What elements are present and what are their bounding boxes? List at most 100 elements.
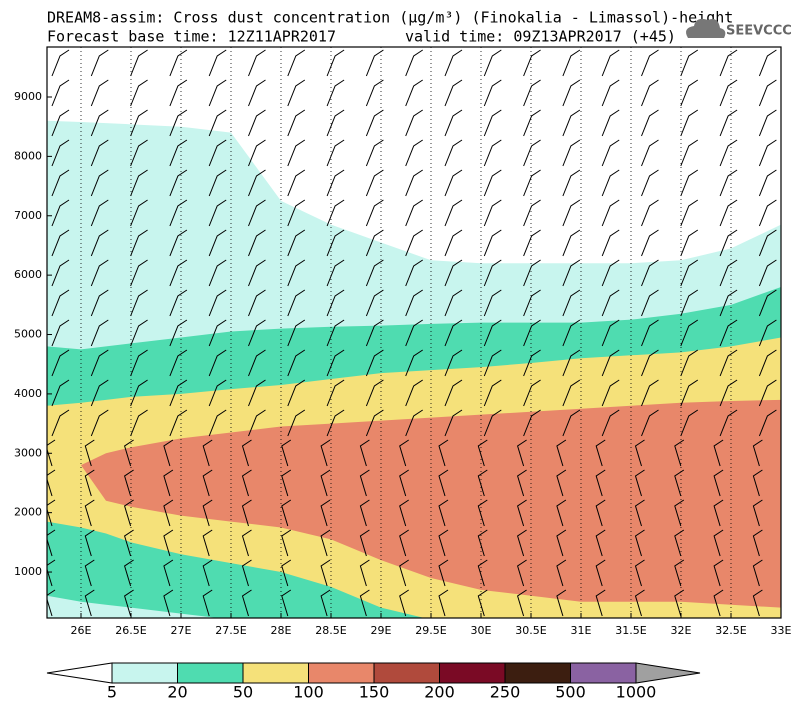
wind-barb bbox=[523, 49, 541, 77]
wind-barb bbox=[680, 229, 699, 257]
colorbar-label: 20 bbox=[167, 683, 187, 702]
wind-barb bbox=[523, 409, 541, 437]
wind-barb bbox=[634, 559, 645, 587]
wind-barb bbox=[47, 439, 56, 467]
x-tick-label: 32E bbox=[671, 624, 692, 637]
x-tick-label: 31.5E bbox=[615, 624, 646, 637]
wind-barb bbox=[752, 559, 763, 587]
overlay: 26E 26.5E 27E 27.5E 28E 28.5E 29E 29.5E 30E 30.5E… bbox=[14, 47, 792, 637]
wind-barb bbox=[169, 229, 188, 257]
wind-barb bbox=[483, 139, 502, 167]
wind-barb bbox=[517, 439, 527, 467]
wind-barb bbox=[758, 109, 777, 137]
wind-barb bbox=[641, 289, 659, 317]
wind-barb bbox=[562, 349, 581, 377]
wind-barb bbox=[444, 349, 463, 377]
wind-barb bbox=[523, 289, 541, 317]
x-tick-label: 29E bbox=[371, 624, 392, 637]
y-tick-label: 8000 bbox=[14, 149, 42, 162]
wind-barb bbox=[719, 409, 738, 437]
wind-barb bbox=[287, 319, 306, 347]
wind-barb bbox=[51, 139, 70, 167]
logo-text: SEEVCCC bbox=[726, 24, 792, 39]
wind-barb bbox=[562, 409, 581, 437]
wind-barb bbox=[680, 49, 699, 77]
wind-barb bbox=[248, 289, 266, 317]
wind-barb bbox=[287, 259, 306, 287]
wind-barb bbox=[365, 139, 384, 167]
wind-barb bbox=[84, 439, 95, 467]
wind-barb bbox=[444, 199, 463, 227]
wind-barb bbox=[444, 79, 463, 107]
wind-barb bbox=[124, 499, 134, 527]
wind-barb bbox=[680, 319, 699, 347]
wind-barb bbox=[399, 439, 409, 467]
wind-barb bbox=[477, 499, 488, 527]
wind-barb bbox=[752, 589, 763, 617]
wind-barb bbox=[51, 49, 70, 77]
colorbar-swatch bbox=[373, 662, 440, 684]
wind-barb bbox=[438, 559, 449, 587]
wind-barb bbox=[163, 439, 174, 467]
wind-barb bbox=[326, 49, 345, 77]
wind-barb bbox=[90, 259, 109, 287]
wind-barb bbox=[365, 229, 384, 257]
wind-barb bbox=[758, 139, 777, 167]
wind-barb bbox=[483, 109, 502, 137]
wind-barb bbox=[641, 49, 659, 77]
wind-barb bbox=[163, 469, 174, 497]
wind-barb bbox=[130, 199, 148, 227]
wind-barb bbox=[365, 79, 384, 107]
colorbar-swatch bbox=[504, 662, 571, 684]
wind-barb bbox=[483, 49, 502, 77]
wind-barb bbox=[523, 229, 541, 257]
wind-barb bbox=[405, 319, 423, 347]
wind-barb bbox=[365, 259, 384, 287]
wind-barb bbox=[601, 49, 620, 77]
wind-barb bbox=[326, 409, 345, 437]
wind-barb bbox=[680, 259, 699, 287]
wind-barb bbox=[444, 319, 463, 347]
wind-barb bbox=[51, 259, 70, 287]
wind-barb bbox=[47, 469, 56, 497]
wind-barb bbox=[477, 559, 488, 587]
wind-barb bbox=[90, 229, 109, 257]
wind-barb bbox=[483, 259, 502, 287]
wind-barb bbox=[169, 349, 188, 377]
wind-barb bbox=[562, 319, 581, 347]
wind-barb bbox=[444, 169, 463, 197]
wind-barb bbox=[51, 409, 70, 437]
wind-barb bbox=[562, 379, 581, 407]
wind-barb bbox=[601, 409, 620, 437]
wind-barb bbox=[208, 139, 227, 167]
wind-barb bbox=[680, 199, 699, 227]
wind-barb bbox=[601, 139, 620, 167]
colorbar-over bbox=[635, 662, 701, 684]
colorbar-label: 5 bbox=[107, 683, 117, 702]
wind-barb bbox=[51, 79, 70, 107]
wind-barb bbox=[359, 559, 370, 587]
wind-barb bbox=[438, 589, 449, 617]
y-tick-label: 9000 bbox=[14, 90, 42, 103]
wind-barb bbox=[208, 409, 227, 437]
wind-barb bbox=[523, 379, 541, 407]
chart-subtitle: Forecast base time: 12Z11APR2017 bbox=[47, 28, 336, 46]
wind-barb bbox=[595, 529, 606, 557]
wind-barb bbox=[359, 589, 370, 617]
wind-barb bbox=[281, 559, 292, 587]
wind-barb bbox=[719, 169, 738, 197]
wind-barb bbox=[719, 289, 738, 317]
wind-barb bbox=[320, 589, 331, 617]
wind-barb bbox=[601, 259, 620, 287]
wind-barb bbox=[90, 169, 109, 197]
wind-barb bbox=[124, 559, 134, 587]
wind-barb bbox=[287, 409, 306, 437]
wind-barb bbox=[281, 529, 292, 557]
wind-barb bbox=[752, 469, 763, 497]
wind-barb bbox=[84, 589, 95, 617]
wind-barb bbox=[477, 589, 488, 617]
wind-barb bbox=[405, 79, 423, 107]
wind-barb bbox=[752, 439, 763, 467]
